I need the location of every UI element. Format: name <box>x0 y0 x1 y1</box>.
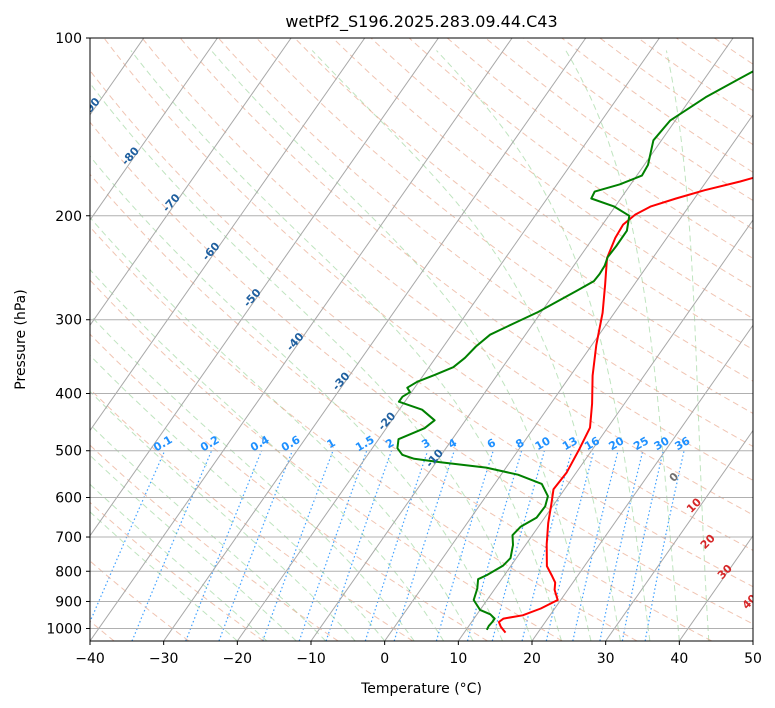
moist-adiabat <box>90 390 356 641</box>
x-tick-label: 20 <box>523 651 541 667</box>
dry-adiabat <box>256 38 753 415</box>
y-axis-label: Pressure (hPa) <box>13 289 29 389</box>
isotherm-gridline <box>531 324 753 641</box>
dry-adiabat <box>599 38 753 146</box>
y-tick-label: 800 <box>55 564 82 580</box>
dry-adiabat <box>294 38 753 382</box>
moist-adiabat <box>90 155 503 641</box>
isotherm-gridline <box>90 38 439 537</box>
isotherm-gridline <box>678 534 753 641</box>
dry-adiabat <box>561 38 753 173</box>
y-tick-label: 1000 <box>46 621 82 637</box>
x-tick-label: −20 <box>223 651 253 667</box>
dry-adiabat <box>90 279 563 641</box>
moist-adiabat <box>210 50 592 641</box>
y-tick-label: 300 <box>55 313 82 329</box>
dry-adiabat <box>90 69 753 588</box>
dry-adiabat <box>90 333 488 641</box>
moist-adiabat <box>90 268 445 641</box>
isotherm-gridline <box>163 38 587 641</box>
dry-adiabat <box>141 38 753 516</box>
x-axis-label: Temperature (°C) <box>360 681 482 697</box>
mixing-ratio-line <box>218 450 293 641</box>
moist-adiabat <box>565 50 680 641</box>
isotherm-gridline <box>90 38 513 641</box>
y-tick-label: 900 <box>55 594 82 610</box>
temperature-profile-line <box>497 176 753 634</box>
dry-adiabat <box>332 38 753 351</box>
moist-adiabat <box>90 454 297 641</box>
x-tick-label: 0 <box>380 651 389 667</box>
chart-title: wetPf2_S196.2025.283.09.44.C43 <box>285 12 557 32</box>
y-tick-label: 400 <box>55 387 82 403</box>
isotherm-gridline <box>457 219 753 641</box>
x-tick-label: 50 <box>744 651 762 667</box>
plot-frame <box>89 37 754 642</box>
mixing-ratio-line <box>466 450 523 641</box>
dewpoint-profile-line <box>396 70 753 631</box>
x-tick-label: 10 <box>449 651 467 667</box>
x-tick-label: 40 <box>670 651 688 667</box>
dry-adiabat <box>90 173 712 641</box>
moist-adiabat <box>130 50 562 641</box>
y-tick-label: 600 <box>55 490 82 506</box>
mixing-ratio-line <box>131 450 213 641</box>
dry-adiabat <box>103 38 753 551</box>
x-tick-label: −30 <box>149 651 179 667</box>
isotherm-gridline <box>384 113 753 641</box>
isotherm-gridline <box>605 429 753 641</box>
mixing-ratio-line <box>185 450 263 641</box>
dry-adiabat <box>90 121 753 625</box>
y-tick-label: 100 <box>55 31 82 47</box>
x-axis: −40 −30 −20 −10 0 10 20 30 40 50 <box>75 641 762 667</box>
mixing-ratio-line <box>521 450 573 641</box>
moist-adiabat <box>90 216 474 641</box>
dry-adiabat <box>523 38 753 202</box>
dry-adiabat <box>446 38 753 259</box>
moist-adiabat <box>90 314 415 641</box>
moist-adiabat <box>90 483 268 641</box>
mixing-ratio-line <box>545 450 595 641</box>
moist-adiabat <box>90 511 238 641</box>
mixing-ratio-line <box>364 450 429 641</box>
isotherm-gridline <box>90 38 218 221</box>
mixing-ratio-line <box>90 450 166 624</box>
y-tick-label: 700 <box>55 530 82 546</box>
isotherm-gridline <box>236 38 660 641</box>
isotherm-gridline <box>90 38 292 327</box>
mixing-ratio-line <box>572 450 619 641</box>
dry-adiabat <box>485 38 753 230</box>
x-tick-label: −40 <box>75 651 105 667</box>
moist-adiabat <box>311 50 621 641</box>
mixing-ratio-line <box>435 450 494 641</box>
isotherm-gridline <box>90 38 366 432</box>
mixing-ratio-line <box>298 450 368 641</box>
x-tick-label: 30 <box>597 651 615 667</box>
moist-adiabat <box>90 82 533 641</box>
y-axis: 100 200 300 400 500 600 700 800 900 1000 <box>46 31 90 637</box>
dry-adiabat <box>90 501 264 641</box>
dry-adiabat <box>90 226 638 641</box>
y-tick-label: 200 <box>55 209 82 225</box>
dry-adiabat <box>90 444 339 641</box>
x-tick-label: −10 <box>296 651 326 667</box>
moist-adiabat <box>90 354 386 641</box>
isotherm-gridline <box>310 38 734 641</box>
y-tick-label: 500 <box>55 444 82 460</box>
